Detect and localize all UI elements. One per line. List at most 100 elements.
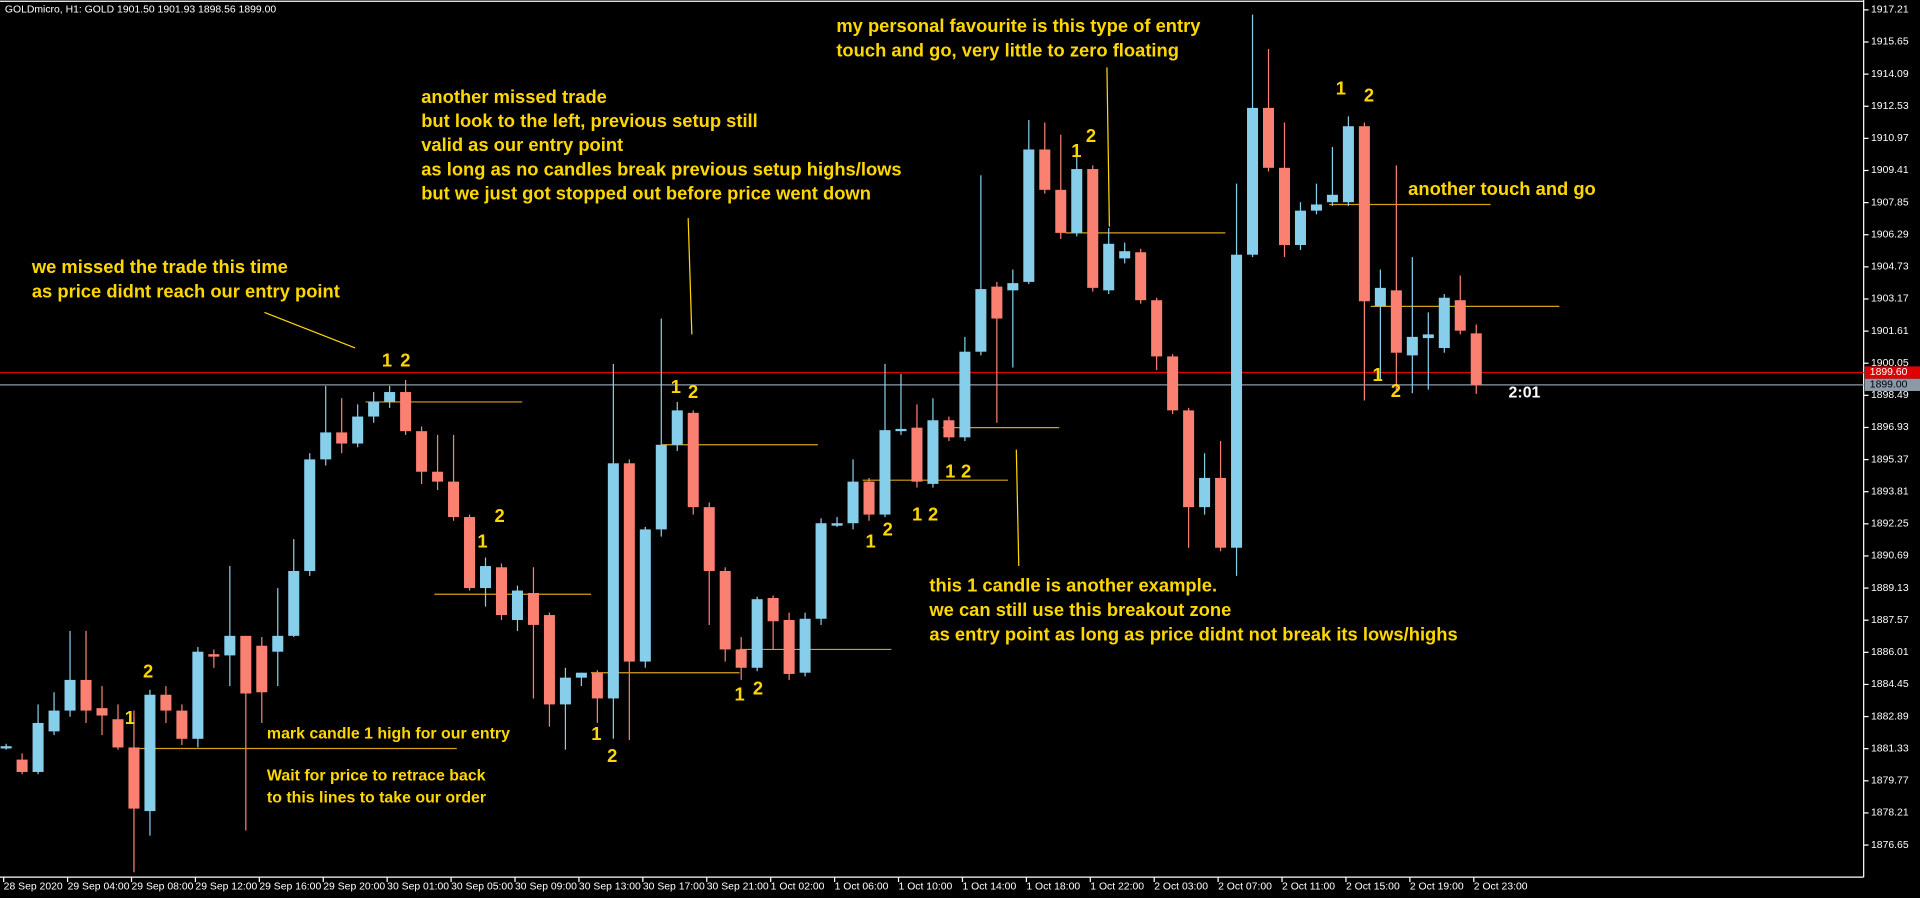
annotation-text: but look to the left, previous setup sti…	[421, 110, 758, 131]
y-tick-label: 1917.21	[1871, 5, 1909, 16]
candle-body	[847, 481, 859, 524]
candle-body	[831, 523, 843, 526]
annotation-text: as long as no candles break previous set…	[421, 158, 901, 179]
candle-body	[1231, 254, 1243, 548]
candle-body	[1039, 149, 1051, 190]
candle-body	[352, 416, 364, 444]
x-tick-label: 1 Oct 02:00	[771, 882, 825, 893]
x-tick-label: 30 Sep 17:00	[643, 882, 705, 893]
x-tick-label: 29 Sep 16:00	[259, 882, 321, 893]
candle-body	[639, 529, 651, 662]
candle-marker: 1	[477, 531, 487, 552]
x-tick-label: 30 Sep 13:00	[579, 882, 641, 893]
candle-body	[1151, 300, 1163, 357]
bid-label-box	[1864, 378, 1920, 391]
candle-body	[527, 593, 539, 625]
candle-body	[1215, 477, 1227, 548]
candle-marker: 2	[1086, 125, 1096, 146]
candle-marker: 2	[1364, 85, 1374, 106]
candle-body	[1023, 149, 1035, 282]
y-tick-label: 1884.45	[1871, 679, 1909, 690]
x-tick-label: 2 Oct 07:00	[1218, 882, 1272, 893]
x-tick-label: 30 Sep 21:00	[707, 882, 769, 893]
candle-marker: 1	[125, 707, 135, 728]
x-tick-label: 2 Oct 15:00	[1346, 882, 1400, 893]
bid-label: 1899.00	[1870, 380, 1908, 391]
candle-body	[240, 635, 252, 694]
candle-body	[1390, 290, 1402, 353]
candle-marker: 2	[961, 461, 971, 482]
x-tick-label: 2 Oct 03:00	[1154, 882, 1208, 893]
candle-body	[144, 694, 156, 812]
annotation-text: mark candle 1 high for our entry	[267, 726, 510, 743]
annotation-text: another touch and go	[1408, 178, 1596, 199]
candle-body	[448, 481, 460, 518]
candle-body	[1247, 107, 1259, 255]
y-tick-label: 1910.97	[1871, 133, 1909, 144]
x-tick-label: 30 Sep 05:00	[451, 882, 513, 893]
y-tick-label: 1879.77	[1871, 776, 1909, 787]
candle-body	[32, 722, 44, 772]
candle-body	[783, 619, 795, 674]
candle-body	[959, 351, 971, 438]
candle-marker: 2	[1391, 380, 1401, 401]
candle-body	[655, 444, 667, 530]
x-tick-label: 1 Oct 22:00	[1090, 882, 1144, 893]
candle-body	[1454, 300, 1466, 331]
pointer-line	[1015, 449, 1020, 567]
candle-body	[1103, 243, 1115, 291]
candle-body	[911, 427, 923, 482]
candle-body	[1278, 167, 1290, 246]
candle-marker: 1	[866, 531, 876, 552]
candle-body	[272, 635, 284, 652]
candle-body	[112, 719, 124, 748]
y-tick-label: 1886.01	[1871, 647, 1909, 658]
candle-marker: 1	[1336, 77, 1346, 98]
y-tick-label: 1906.29	[1871, 229, 1909, 240]
candle-body	[543, 615, 555, 705]
y-tick-label: 1895.37	[1871, 454, 1909, 465]
candle-marker: 1	[945, 461, 955, 482]
candle-marker: 2	[753, 678, 763, 699]
y-tick-label: 1882.89	[1871, 711, 1909, 722]
candle-body	[1071, 169, 1083, 233]
candle-body	[495, 567, 507, 616]
candle-body	[416, 431, 428, 472]
candle-body	[48, 710, 60, 732]
x-tick-label: 1 Oct 18:00	[1026, 882, 1080, 893]
y-tick-label: 1903.17	[1871, 294, 1909, 305]
candle-body	[815, 523, 827, 619]
y-tick-label: 1892.25	[1871, 519, 1909, 530]
y-tick-label: 1909.41	[1871, 165, 1909, 176]
y-tick-label: 1896.93	[1871, 422, 1909, 433]
candle-body	[1422, 334, 1434, 339]
chart-title: GOLDmicro, H1: GOLD 1901.50 1901.93 1898…	[5, 5, 276, 16]
candle-body	[799, 618, 811, 673]
y-tick-label: 1889.13	[1871, 583, 1909, 594]
candle-body	[176, 710, 188, 739]
candle-marker: 1	[382, 349, 392, 370]
candle-body	[96, 708, 108, 716]
y-tick-label: 1912.53	[1871, 101, 1909, 112]
candle-marker: 1	[1071, 140, 1081, 161]
candle-body	[991, 286, 1003, 319]
candle-body	[432, 471, 444, 482]
candle-body	[511, 590, 523, 620]
candle-body	[607, 463, 619, 699]
candle-body	[1007, 283, 1019, 291]
candle-body	[480, 566, 492, 589]
candle-body	[591, 672, 603, 699]
candle-body	[1342, 126, 1354, 203]
ask-label: 1899.60	[1870, 367, 1908, 378]
pointer-line	[687, 218, 693, 335]
annotation-text: another missed trade	[421, 86, 607, 107]
candle-body	[384, 392, 396, 402]
annotation-text: we can still use this breakout zone	[928, 599, 1231, 620]
candle-marker: 1	[671, 376, 681, 397]
candle-marker: 1	[912, 504, 922, 525]
candle-body	[464, 517, 476, 589]
candle-marker: 2	[928, 504, 938, 525]
y-tick-label: 1907.85	[1871, 197, 1909, 208]
